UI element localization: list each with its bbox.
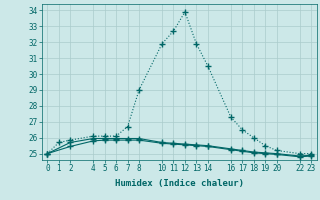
X-axis label: Humidex (Indice chaleur): Humidex (Indice chaleur): [115, 179, 244, 188]
